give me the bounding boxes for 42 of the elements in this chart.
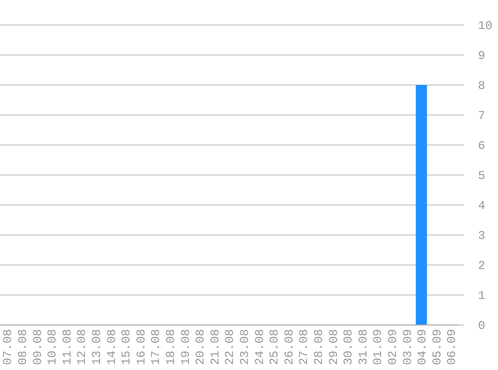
x-tick-label: 07.08: [1, 329, 16, 366]
x-tick-label: 16.08: [134, 329, 148, 366]
x-tick-label: 27.08: [297, 329, 312, 366]
x-tick-label: 29.08: [326, 329, 341, 366]
x-tick-label: 17.08: [149, 329, 164, 366]
y-tick-label: 5: [478, 168, 486, 183]
y-tick-label: 0: [478, 318, 486, 333]
x-tick-label: 13.08: [90, 329, 104, 366]
x-tick-label: 03.09: [400, 329, 415, 366]
x-tick-label: 26.08: [282, 329, 296, 366]
x-tick-label: 28.08: [312, 329, 326, 366]
x-tick-label: 30.08: [342, 329, 356, 366]
y-tick-label: 4: [478, 198, 486, 213]
x-tick-label: 24.08: [252, 329, 267, 366]
y-tick-label: 1: [478, 288, 486, 303]
y-tick-label: 3: [478, 228, 486, 243]
x-tick-label: 22.08: [223, 329, 238, 366]
y-tick-label: 9: [478, 48, 486, 63]
x-tick-label: 14.08: [104, 329, 119, 366]
x-tick-label: 01.09: [371, 329, 386, 366]
x-tick-label: 10.08: [46, 329, 60, 366]
x-tick-label: 31.08: [356, 329, 370, 366]
x-tick-label: 09.08: [30, 329, 45, 366]
x-tick-label: 08.08: [16, 329, 30, 366]
x-tick-label: 18.08: [164, 329, 178, 366]
y-tick-label: 6: [478, 138, 486, 153]
y-tick-label: 10: [478, 18, 492, 33]
x-tick-label: 25.08: [268, 329, 282, 366]
y-tick-label: 2: [478, 258, 486, 273]
x-tick-label: 12.08: [75, 329, 90, 366]
x-tick-label: 11.08: [60, 329, 74, 366]
x-tick-label: 05.09: [430, 329, 444, 366]
x-tick-label: 19.08: [178, 329, 193, 366]
x-tick-label: 21.08: [208, 329, 222, 366]
x-tick-label: 20.08: [194, 329, 208, 366]
x-tick-label: 23.08: [238, 329, 252, 366]
y-tick-label: 8: [478, 78, 486, 93]
x-tick-label: 15.08: [120, 329, 134, 366]
x-tick-label: 04.09: [416, 329, 430, 366]
x-tick-label: 02.09: [386, 329, 400, 366]
y-tick-label: 7: [478, 108, 486, 123]
x-tick-label: 06.09: [445, 329, 460, 366]
